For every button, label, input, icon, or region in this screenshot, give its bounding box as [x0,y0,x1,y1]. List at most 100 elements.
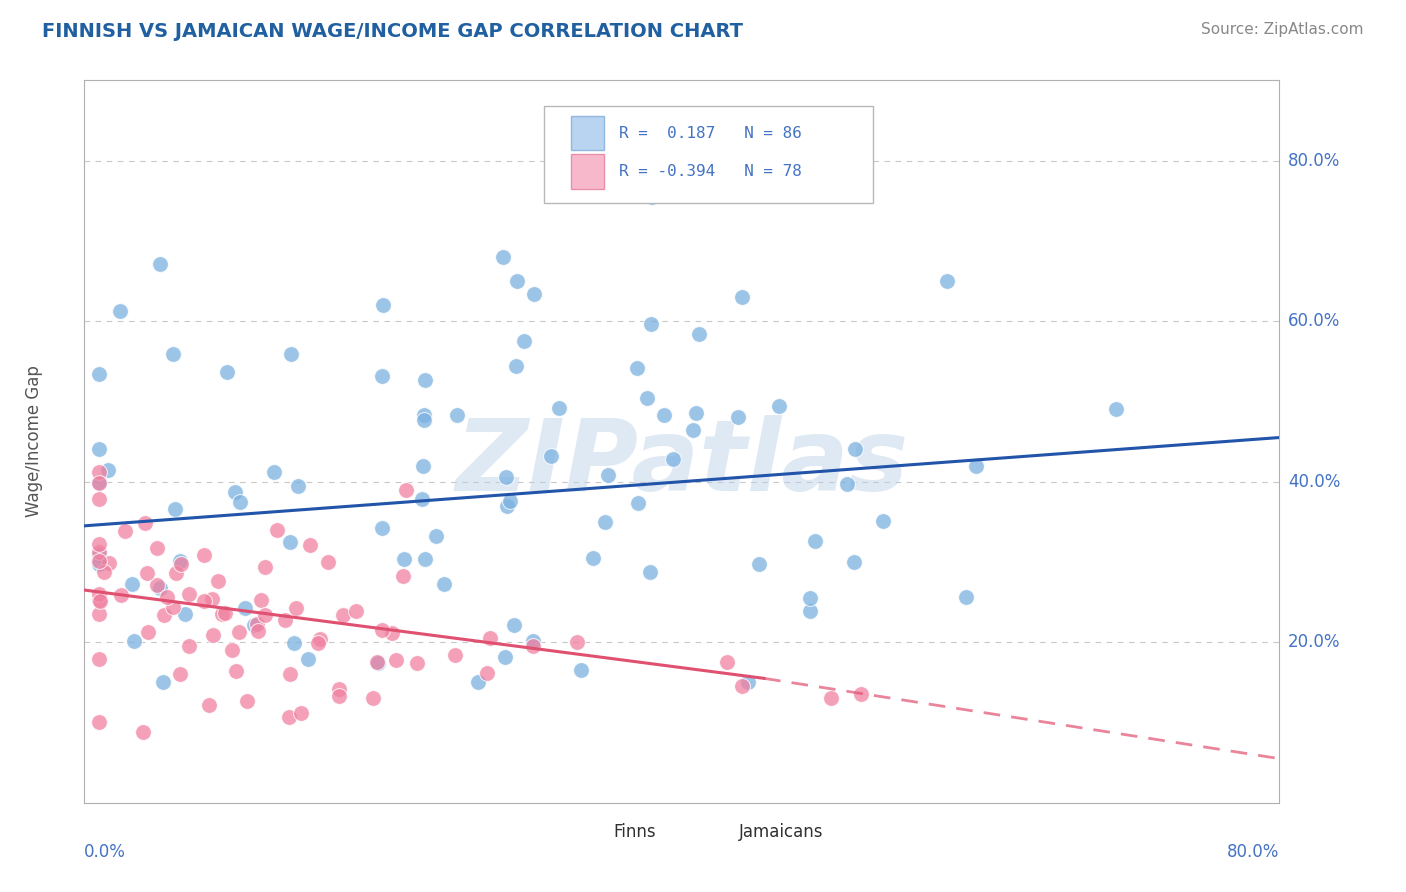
Point [799,591,821,605]
Text: 80.0%: 80.0% [1227,843,1279,861]
Point [156,591,179,605]
Point [110,588,132,602]
Point [207,574,229,588]
Point [935,274,957,288]
Point [381,625,404,640]
Point [844,442,866,457]
Text: Source: ZipAtlas.com: Source: ZipAtlas.com [1201,22,1364,37]
Point [636,392,658,406]
Point [567,635,589,649]
Point [370,369,392,384]
Point [228,625,250,640]
Point [413,413,436,427]
Point [405,657,427,671]
Point [495,470,517,484]
Point [285,601,308,615]
Point [413,408,436,422]
Point [233,600,256,615]
Point [247,624,270,639]
Text: R =  0.187   N = 86: R = 0.187 N = 86 [619,126,801,141]
Point [332,607,354,622]
Point [598,467,620,482]
Point [152,675,174,690]
Point [121,576,143,591]
Text: Finns: Finns [614,823,657,841]
Point [290,706,312,720]
Point [162,347,184,361]
Point [287,479,309,493]
Point [253,608,276,623]
Point [145,578,167,592]
Point [748,558,770,572]
Point [89,714,111,729]
Point [731,290,754,304]
Point [165,566,187,580]
Point [278,667,301,681]
Point [965,458,987,473]
Point [89,651,111,665]
Point [316,555,339,569]
Point [148,581,170,595]
Point [193,549,215,563]
Point [278,535,301,549]
Point [363,690,385,705]
Point [307,636,329,650]
Point [479,631,502,645]
Point [229,495,252,509]
Point [177,587,200,601]
Point [280,347,302,361]
Point [89,466,111,480]
Point [298,538,321,552]
Point [97,463,120,477]
Point [425,529,447,543]
Point [243,618,266,632]
Point [595,515,617,529]
Point [266,523,288,537]
Point [93,565,115,579]
Text: Jamaicans: Jamaicans [740,823,824,841]
Point [475,665,498,680]
Point [661,451,683,466]
Point [727,410,749,425]
Point [134,516,156,530]
Point [297,651,319,665]
Point [433,577,456,591]
Point [274,613,297,627]
Text: 20.0%: 20.0% [1288,633,1340,651]
Point [641,189,664,203]
Text: Wage/Income Gap: Wage/Income Gap [24,366,42,517]
Point [582,551,605,566]
Point [277,709,299,723]
Point [804,534,827,549]
Point [842,556,865,570]
Text: 60.0%: 60.0% [1288,312,1340,330]
Point [89,545,111,559]
Text: 0.0%: 0.0% [84,843,127,861]
Point [627,496,650,510]
Point [367,656,389,670]
Point [89,586,111,600]
Point [522,639,544,653]
Point [169,553,191,567]
Point [169,557,191,571]
Point [249,593,271,607]
Point [89,554,111,568]
Point [395,483,418,498]
Point [494,650,516,665]
Point [392,552,415,566]
Point [366,655,388,669]
Point [173,607,195,621]
Point [505,274,527,288]
Point [731,680,754,694]
Point [371,521,394,535]
Point [89,558,111,572]
Point [89,594,111,608]
Point [328,681,350,696]
Point [89,592,111,607]
Point [149,257,172,271]
Point [193,594,215,608]
Point [89,607,111,622]
Point [124,634,146,648]
Point [540,450,562,464]
Bar [571,154,605,189]
